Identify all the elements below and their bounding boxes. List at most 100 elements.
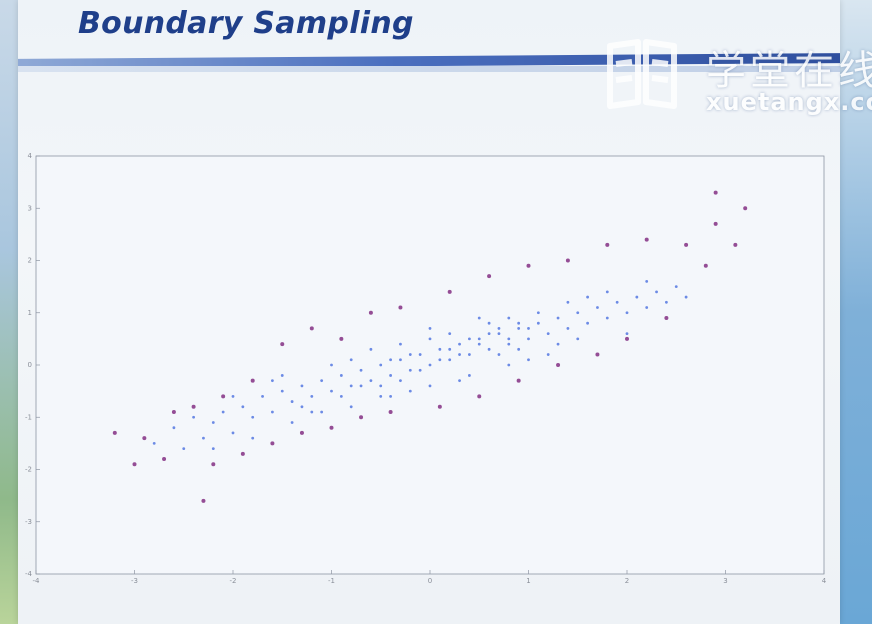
core-point: [536, 321, 540, 325]
y-tick-label: 4: [28, 152, 33, 160]
boundary-point: [713, 221, 718, 226]
core-point: [645, 306, 649, 309]
boundary-point: [447, 289, 452, 294]
core-point: [586, 321, 589, 325]
boundary-point: [280, 342, 285, 347]
core-point: [458, 353, 461, 356]
core-point: [408, 389, 412, 393]
core-point: [172, 426, 176, 430]
core-point: [605, 290, 609, 294]
boundary-point: [526, 263, 531, 268]
core-point: [231, 431, 235, 435]
core-point: [408, 353, 412, 356]
core-point: [399, 342, 402, 346]
boundary-point: [329, 425, 334, 430]
core-point: [428, 363, 432, 367]
core-point: [428, 384, 432, 388]
core-point: [536, 311, 540, 315]
core-point: [615, 300, 619, 304]
boundary-point: [556, 363, 561, 367]
core-point: [438, 358, 442, 362]
boundary-point: [437, 404, 442, 409]
boundary-point: [171, 410, 176, 415]
boundary-point: [339, 336, 344, 341]
boundary-point: [368, 310, 373, 315]
core-point: [349, 384, 353, 388]
core-point: [251, 436, 255, 440]
core-point: [300, 405, 304, 409]
boundary-point: [132, 462, 137, 467]
watermark: 学堂在线 xuetangx.com: [596, 28, 872, 118]
core-point: [625, 332, 629, 336]
core-point: [379, 363, 383, 367]
core-point: [349, 358, 353, 362]
axis-ticks: -4 -3 -2 -1 0 1 2 3 4 -4 -3 -2 -1 0 1 2 3 4: [25, 152, 827, 585]
slide-title: Boundary Sampling: [78, 6, 414, 41]
core-point: [556, 342, 560, 346]
core-point: [635, 295, 639, 299]
boundary-point: [644, 237, 649, 242]
core-point: [458, 379, 461, 383]
core-point: [576, 337, 580, 341]
core-point: [468, 374, 471, 377]
boundary-point: [388, 410, 393, 415]
core-point: [497, 332, 501, 336]
core-point: [211, 421, 215, 424]
core-point: [241, 405, 245, 409]
y-tick-label: 3: [28, 204, 32, 212]
core-point: [211, 447, 215, 450]
core-point: [507, 337, 511, 341]
core-point: [576, 311, 580, 315]
core-point: [320, 379, 324, 383]
x-tick-label: 3: [723, 577, 727, 585]
y-tick-label: 1: [28, 309, 32, 317]
boundary-point: [743, 206, 748, 211]
boundary-point: [595, 352, 600, 357]
core-point: [655, 290, 658, 294]
core-point: [497, 327, 501, 330]
core-point: [182, 447, 186, 450]
core-point: [556, 316, 560, 320]
core-point: [507, 316, 511, 320]
core-point: [261, 394, 264, 398]
core-point: [458, 342, 461, 346]
core-point: [290, 421, 294, 424]
boundary-point: [625, 336, 629, 341]
core-point: [369, 347, 373, 351]
x-tick-label: 0: [428, 577, 432, 585]
core-point: [477, 342, 481, 346]
core-point: [231, 394, 235, 398]
boundary-point: [201, 498, 206, 503]
core-point: [566, 327, 570, 330]
core-point: [546, 332, 550, 336]
x-tick-label: 2: [625, 577, 629, 585]
core-point: [497, 353, 501, 356]
y-tick-label: 0: [28, 361, 32, 369]
core-point: [280, 389, 284, 393]
core-point: [517, 321, 521, 325]
core-point: [428, 327, 432, 330]
boundary-point: [240, 451, 245, 456]
core-point: [527, 358, 530, 362]
x-tick-label: -4: [33, 577, 41, 585]
boundary-point: [664, 315, 669, 320]
boundary-point: [191, 404, 196, 409]
core-point: [399, 379, 402, 383]
background-left: [0, 0, 20, 624]
boundary-point: [112, 430, 117, 435]
background-right: [836, 0, 872, 624]
core-point: [517, 327, 521, 330]
core-point: [379, 394, 383, 398]
boundary-point: [270, 441, 275, 446]
core-point: [202, 436, 205, 440]
core-point: [566, 300, 570, 304]
y-tick-label: 2: [28, 257, 32, 265]
boundary-point: [211, 462, 216, 467]
xuetangx-logo-icon: [607, 39, 677, 109]
boundary-point: [684, 242, 689, 247]
core-point: [596, 306, 599, 309]
core-point: [487, 321, 491, 325]
core-point: [468, 353, 471, 356]
core-point: [487, 332, 491, 336]
core-point: [674, 285, 678, 289]
